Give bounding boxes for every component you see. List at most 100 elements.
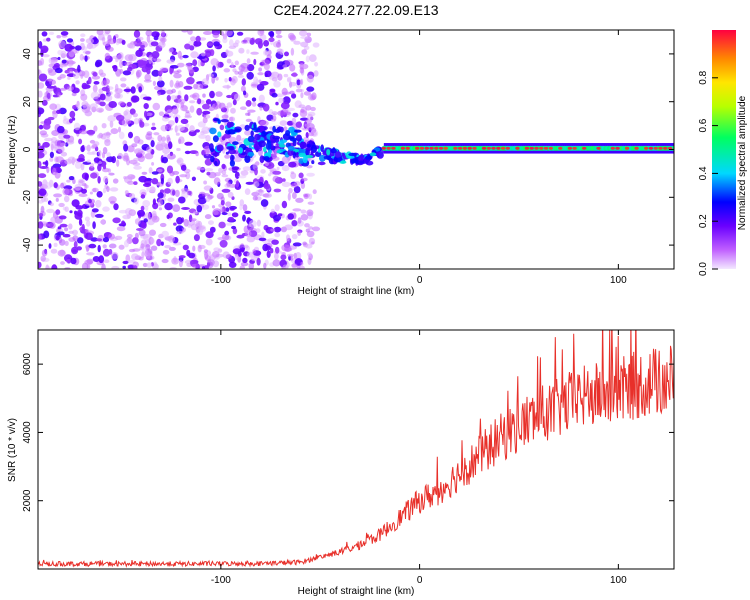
heatmap-cell [197, 59, 202, 67]
heatmap-cell [129, 61, 133, 65]
heatmap-cell [238, 47, 245, 54]
heatmap-cell [121, 220, 126, 226]
heatmap-cell [131, 143, 138, 148]
heatmap-cell [529, 146, 534, 150]
heatmap-cell [156, 238, 162, 247]
heatmap-cell [282, 178, 286, 182]
heatmap-cell [226, 121, 232, 129]
spectrogram-panel: -100 0 100 -40 -20 0 20 40 Height of straight l… [7, 29, 675, 297]
heatmap-cell [171, 107, 179, 115]
heatmap-cell [467, 146, 472, 150]
heatmap-cell [48, 57, 58, 65]
heatmap-cell [168, 141, 173, 150]
heatmap-cell [152, 198, 156, 205]
heatmap-cell [292, 139, 297, 147]
heatmap-cell [242, 166, 252, 172]
heatmap-cell [144, 153, 154, 160]
heatmap-cell [150, 126, 157, 131]
heatmap-cell [55, 209, 61, 215]
heatmap-cell [151, 210, 157, 217]
heatmap-cell [663, 146, 668, 150]
heatmap-cell [615, 146, 620, 150]
heatmap-cell [288, 187, 293, 194]
heatmap-cell [131, 95, 140, 103]
heatmap-cell [90, 91, 100, 100]
heatmap-cell [48, 243, 52, 249]
heatmap-cell [306, 32, 312, 37]
heatmap-cell [114, 92, 121, 99]
heatmap-cell [225, 151, 229, 155]
heatmap-cell [292, 192, 297, 199]
heatmap-cell [150, 140, 155, 148]
heatmap-cell [161, 258, 169, 264]
heatmap-cell [297, 230, 302, 236]
heatmap-cell [84, 216, 90, 222]
heatmap-cell [289, 137, 298, 142]
heatmap-cell [648, 146, 654, 150]
heatmap-cell [152, 80, 156, 86]
heatmap-cell [209, 143, 214, 151]
heatmap-cell [265, 142, 272, 150]
heatmap-cell [221, 163, 226, 170]
heatmap-cell [183, 85, 193, 90]
heatmap-cell [515, 146, 520, 150]
heatmap-cell [174, 116, 179, 124]
heatmap-cell [245, 112, 250, 116]
heatmap-cell [144, 110, 148, 118]
heatmap-cell [220, 200, 225, 206]
heatmap-cell [197, 98, 202, 105]
heatmap-cell [192, 59, 198, 67]
heatmap-cell [152, 102, 161, 111]
heatmap-cell [146, 217, 155, 226]
heatmap-cell [86, 264, 91, 269]
heatmap-cell [55, 235, 60, 241]
heatmap-cell [69, 210, 73, 214]
heatmap-cell [310, 145, 317, 153]
heatmap-cell [79, 53, 84, 61]
heatmap-cell [193, 40, 202, 47]
heatmap-cell [62, 233, 71, 238]
heatmap-cell [306, 143, 312, 148]
heatmap-cell [242, 257, 248, 264]
heatmap-cell [202, 103, 210, 110]
heatmap-cell [41, 249, 48, 257]
heatmap-cell [291, 220, 298, 227]
heatmap-cell [57, 231, 65, 236]
heatmap-cell [287, 78, 291, 83]
heatmap-cell [132, 237, 139, 245]
heatmap-cell [306, 209, 314, 217]
heatmap-cell [172, 204, 181, 213]
heatmap-cell [205, 134, 211, 142]
spectrogram-x-label: Height of straight line (km) [298, 286, 415, 297]
heatmap-cell [143, 103, 149, 110]
heatmap-cell [38, 213, 44, 217]
heatmap-cell [55, 156, 64, 163]
heatmap-cell [298, 104, 306, 109]
heatmap-cell [302, 155, 308, 164]
heatmap-cell [203, 31, 212, 35]
heatmap-cell [167, 235, 175, 243]
heatmap-cell [249, 170, 255, 174]
heatmap-cell [153, 58, 162, 63]
heatmap-cell [98, 69, 104, 76]
heatmap-cell [138, 175, 148, 183]
heatmap-cell [169, 67, 173, 75]
heatmap-cell [282, 91, 291, 95]
heatmap-cell [276, 34, 283, 39]
heatmap-cell [653, 146, 658, 150]
heatmap-cell [120, 77, 127, 82]
heatmap-cell [38, 73, 48, 82]
heatmap-cell [135, 69, 142, 78]
heatmap-cell [443, 146, 448, 150]
heatmap-cell [128, 131, 133, 139]
heatmap-cell [202, 117, 208, 124]
heatmap-cell [263, 49, 269, 56]
heatmap-cell [172, 170, 180, 175]
heatmap-cell [286, 107, 296, 111]
heatmap-cell [276, 48, 283, 54]
heatmap-cell [274, 232, 281, 238]
heatmap-cell [303, 91, 311, 96]
heatmap-cell [146, 67, 151, 75]
heatmap-cell [311, 226, 321, 232]
heatmap-cell [130, 174, 136, 180]
